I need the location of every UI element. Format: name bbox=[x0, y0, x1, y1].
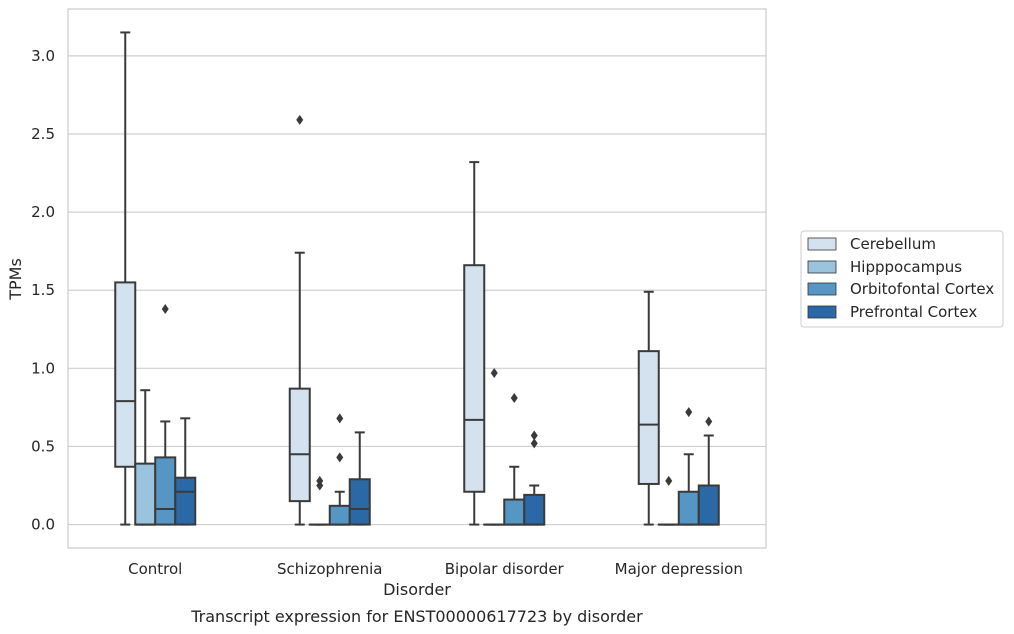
box-prefrontal-cortex bbox=[523, 430, 546, 526]
box-hipppocampus bbox=[657, 475, 680, 526]
box-prefrontal-cortex bbox=[348, 431, 371, 526]
box-cerebellum bbox=[463, 161, 486, 526]
legend-label: Cerebellum bbox=[850, 235, 936, 253]
legend-item-prefrontal-cortex: Prefrontal Cortex bbox=[807, 303, 977, 321]
x-tick-label: Bipolar disorder bbox=[445, 560, 565, 578]
legend: Cerebellum Hipppocampus Orbitofontal Cor… bbox=[800, 230, 1004, 328]
y-tick-label: 0.5 bbox=[31, 437, 55, 455]
y-tick-label: 2.0 bbox=[31, 203, 55, 221]
box-body bbox=[328, 504, 351, 526]
box-body bbox=[174, 476, 197, 526]
outlier-point bbox=[296, 114, 304, 125]
y-tick-label: 2.5 bbox=[31, 125, 55, 143]
legend-label: Prefrontal Cortex bbox=[850, 303, 977, 321]
legend-item-hippocampus: Hipppocampus bbox=[807, 258, 962, 276]
legend-label: Hipppocampus bbox=[850, 258, 962, 276]
outlier-point bbox=[685, 407, 693, 418]
box-hipppocampus bbox=[483, 368, 506, 526]
x-axis-title: Disorder bbox=[383, 580, 451, 599]
y-tick-label: 0.0 bbox=[31, 516, 55, 534]
x-axis-ticks: Control Schizophrenia Bipolar disorder Majo… bbox=[128, 560, 743, 578]
box-body bbox=[134, 462, 157, 526]
box-body bbox=[348, 478, 371, 526]
legend-frame bbox=[800, 230, 1004, 328]
legend-label: Orbitofontal Cortex bbox=[850, 280, 994, 298]
legend-swatch bbox=[807, 237, 837, 251]
box-body bbox=[503, 498, 526, 526]
box-body bbox=[114, 281, 137, 468]
box-orbitofontal-cortex bbox=[677, 407, 700, 526]
x-tick-label: Control bbox=[128, 560, 182, 578]
legend-item-orbitofrontal-cortex: Orbitofontal Cortex bbox=[807, 280, 994, 298]
box-body bbox=[463, 264, 486, 493]
outlier-point bbox=[665, 475, 673, 486]
box-body bbox=[154, 456, 177, 526]
box-cerebellum bbox=[114, 31, 137, 526]
box-body bbox=[677, 490, 700, 526]
legend-swatch bbox=[807, 305, 837, 319]
legend-item-cerebellum: Cerebellum bbox=[807, 235, 936, 253]
outlier-point bbox=[530, 438, 538, 449]
box-prefrontal-cortex bbox=[697, 416, 720, 526]
outlier-point bbox=[336, 413, 344, 424]
x-tick-label: Major depression bbox=[615, 560, 743, 578]
outlier-point bbox=[490, 368, 498, 379]
box-body bbox=[288, 387, 311, 503]
box-cerebellum bbox=[637, 290, 660, 526]
y-tick-label: 1.0 bbox=[31, 359, 55, 377]
outlier-point bbox=[705, 416, 713, 427]
outlier-point bbox=[530, 430, 538, 441]
x-tick-label: Schizophrenia bbox=[277, 560, 382, 578]
outlier-point bbox=[316, 475, 324, 486]
legend-swatch bbox=[807, 260, 837, 274]
y-tick-label: 3.0 bbox=[31, 47, 55, 65]
box-body bbox=[523, 493, 546, 526]
y-axis-title: TPMs bbox=[6, 258, 25, 301]
box-orbitofontal-cortex bbox=[328, 413, 351, 526]
box-series bbox=[114, 31, 720, 526]
gridlines bbox=[68, 55, 766, 526]
y-tick-label: 1.5 bbox=[31, 281, 55, 299]
plot-area-frame bbox=[67, 8, 767, 549]
box-orbitofontal-cortex bbox=[154, 303, 177, 526]
box-hipppocampus bbox=[134, 389, 157, 526]
box-prefrontal-cortex bbox=[174, 417, 197, 526]
outlier-point bbox=[336, 452, 344, 463]
y-axis-ticks: 0.0 0.5 1.0 1.5 2.0 2.5 3.0 bbox=[31, 47, 55, 534]
legend-swatch bbox=[807, 282, 837, 296]
box-cerebellum bbox=[288, 114, 311, 526]
box-body bbox=[637, 350, 660, 485]
chart-caption: Transcript expression for ENST0000061772… bbox=[190, 607, 643, 626]
box-body bbox=[697, 484, 720, 526]
box-hipppocampus bbox=[308, 475, 331, 526]
outlier-point bbox=[510, 393, 518, 404]
box-orbitofontal-cortex bbox=[503, 393, 526, 526]
outlier-point bbox=[161, 303, 169, 314]
